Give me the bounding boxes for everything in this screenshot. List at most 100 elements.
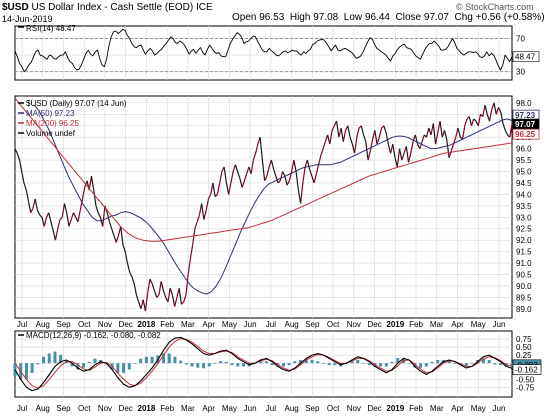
price-segment	[367, 150, 371, 161]
macd-last-value-box	[512, 364, 542, 375]
panel-frame-price	[14, 95, 513, 319]
price-segment	[120, 226, 124, 245]
price-segment	[234, 164, 239, 172]
price-segment	[488, 109, 493, 122]
price-segment	[419, 141, 423, 149]
price-segment	[198, 203, 203, 216]
macd-histogram-bar	[327, 363, 331, 366]
price-segment	[313, 173, 317, 184]
price-segment	[97, 212, 101, 218]
date-label: 14-Jun-2019	[2, 14, 53, 24]
price-x-tick-label: Nov	[347, 320, 361, 329]
price-segment	[277, 180, 281, 184]
price-x-tick-label: 2018	[138, 320, 156, 329]
price-segment	[167, 288, 171, 303]
price-segment	[398, 148, 403, 161]
price-segment	[34, 198, 39, 211]
price-segment	[27, 201, 32, 213]
price-y-tick-label: 92.5	[516, 225, 532, 234]
price-segment	[342, 130, 347, 142]
price-segment	[169, 288, 173, 296]
price-x-tick-label: Jul	[17, 320, 27, 329]
price-segment	[270, 159, 275, 170]
macd-x-tick-label: Oct	[78, 404, 91, 413]
price-x-tick-label: May	[222, 320, 237, 329]
price-x-tick-label: Dec	[367, 320, 381, 329]
price-segment	[282, 171, 286, 177]
price-segment	[43, 217, 48, 227]
macd-histogram-bar	[333, 363, 337, 366]
price-y-tick-label: 95.0	[516, 168, 532, 177]
price-segment	[434, 132, 439, 145]
price-y-tick-label: 95.5	[516, 156, 532, 165]
price-last-value-box	[512, 128, 540, 140]
price-segment	[77, 210, 81, 222]
price-segment	[237, 171, 241, 179]
price-segment	[356, 127, 360, 138]
macd-histogram-bar	[127, 363, 131, 370]
macd-histogram-bar	[281, 363, 285, 367]
price-segment	[203, 210, 207, 220]
low-value: 96.44	[364, 12, 390, 23]
price-segment	[232, 164, 236, 172]
macd-histogram-bar	[167, 353, 171, 364]
price-segment	[156, 294, 160, 298]
price-segment	[311, 175, 315, 184]
macd-histogram-bar	[76, 363, 80, 370]
price-y-tick-label: 93.0	[516, 213, 532, 222]
price-segment	[201, 203, 205, 220]
macd-histogram-bar	[53, 351, 57, 364]
rsi-last-value-label: 48.47	[515, 53, 536, 62]
price-segment	[115, 235, 120, 243]
price-segment	[441, 130, 446, 138]
price-segment	[216, 182, 221, 195]
macd-histogram-bar	[367, 363, 371, 366]
price-y-tick-label: 91.0	[516, 259, 532, 268]
macd-histogram-bar	[493, 363, 497, 365]
price-segment	[88, 176, 93, 190]
price-segment	[30, 207, 34, 213]
price-y-tick-label: 98.0	[516, 99, 532, 108]
rsi-y-tick-label: 70	[516, 34, 525, 43]
macd-histogram-bar	[379, 363, 383, 367]
price-segment	[495, 107, 500, 115]
price-y-tick-label: 96.0	[516, 145, 532, 154]
price-segment	[266, 166, 270, 177]
price-segment	[338, 127, 342, 138]
price-segment	[304, 159, 308, 168]
price-segment	[223, 166, 227, 184]
price-segment	[207, 194, 212, 200]
exchange: ICE	[195, 2, 213, 13]
price-segment	[309, 169, 313, 177]
price-segment	[239, 178, 243, 188]
price-segment	[315, 164, 320, 174]
price-segment	[468, 116, 473, 126]
macd-histogram-bar	[321, 363, 325, 364]
macd-histogram-bar	[316, 361, 320, 364]
legend-volume-label: Volume undef	[26, 129, 76, 138]
price-segment	[144, 292, 149, 312]
price-segment	[113, 235, 117, 243]
price-x-tick-label: Aug	[36, 320, 50, 329]
open-value: 96.53	[259, 12, 285, 23]
price-segment	[140, 299, 144, 309]
macd-histogram-bar	[436, 359, 440, 364]
price-segment	[18, 159, 23, 172]
macd-x-tick-label: Dec	[367, 404, 381, 413]
price-segment	[194, 221, 198, 229]
price-segment	[241, 180, 245, 188]
price-segment	[455, 127, 459, 138]
macd-histogram-bar	[361, 363, 365, 364]
price-y-tick-label: 94.0	[516, 190, 532, 199]
price-segment	[228, 182, 232, 195]
macd-histogram-bar	[424, 363, 428, 367]
macd-y-tick-label: 0.75	[516, 335, 532, 344]
macd-histogram-bar	[413, 363, 417, 368]
macd-histogram-bar	[150, 356, 154, 364]
price-segment	[473, 118, 477, 122]
macd-histogram-bar	[350, 361, 354, 364]
price-segment	[439, 121, 443, 138]
price-segment	[174, 297, 178, 307]
symbol: $USD	[2, 2, 29, 13]
macd-histogram-bar	[47, 353, 51, 364]
